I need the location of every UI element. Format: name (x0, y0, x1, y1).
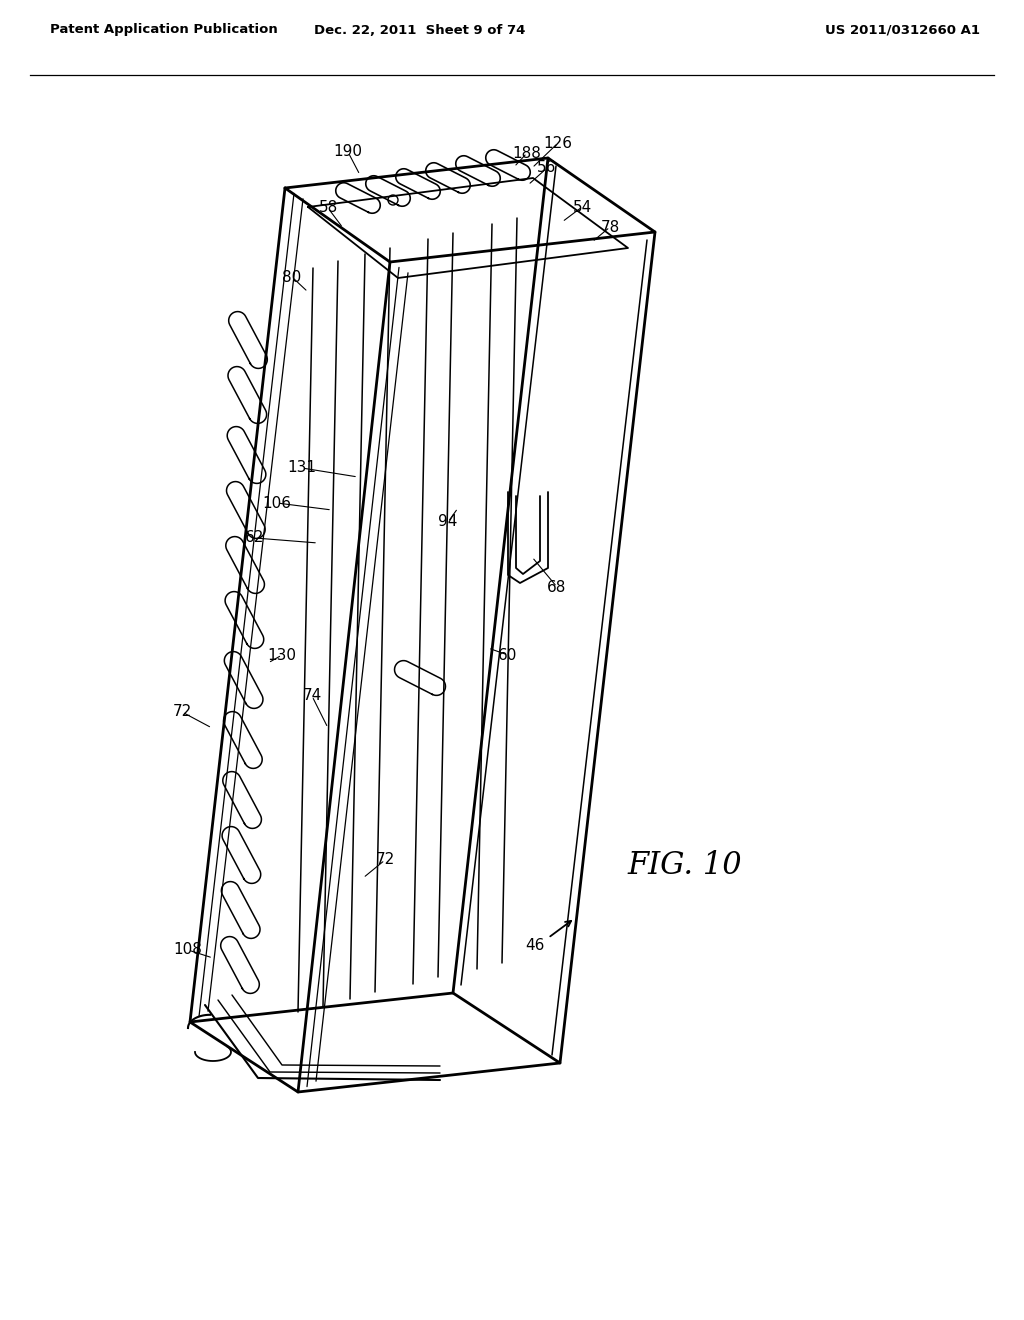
Text: FIG. 10: FIG. 10 (628, 850, 742, 880)
Text: 60: 60 (499, 648, 518, 663)
Text: 190: 190 (334, 144, 362, 160)
Text: 131: 131 (288, 461, 316, 475)
Text: 72: 72 (376, 853, 394, 867)
Text: 56: 56 (538, 161, 557, 176)
Text: 130: 130 (267, 648, 297, 663)
Text: 94: 94 (438, 515, 458, 529)
Text: Dec. 22, 2011  Sheet 9 of 74: Dec. 22, 2011 Sheet 9 of 74 (314, 24, 525, 37)
Text: 54: 54 (572, 199, 592, 214)
Text: 106: 106 (262, 495, 292, 511)
Text: 46: 46 (525, 937, 545, 953)
Text: 74: 74 (302, 689, 322, 704)
Text: 188: 188 (513, 145, 542, 161)
Text: 126: 126 (544, 136, 572, 150)
Text: Patent Application Publication: Patent Application Publication (50, 24, 278, 37)
Text: 58: 58 (318, 201, 338, 215)
Text: 72: 72 (172, 705, 191, 719)
Text: 62: 62 (246, 531, 264, 545)
Text: 68: 68 (547, 579, 566, 594)
Text: 80: 80 (283, 269, 302, 285)
Text: 78: 78 (600, 219, 620, 235)
Text: US 2011/0312660 A1: US 2011/0312660 A1 (825, 24, 980, 37)
Text: 108: 108 (173, 942, 203, 957)
